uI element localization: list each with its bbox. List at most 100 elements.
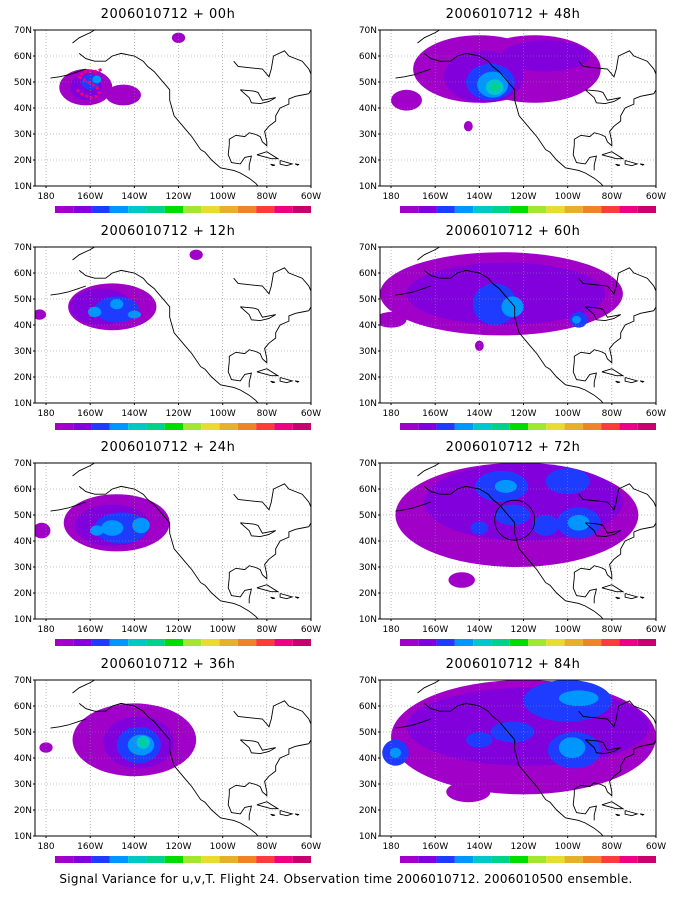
variance-contour [389, 747, 401, 758]
lat-tick-label: 40N [359, 537, 377, 547]
colorbar-swatch [619, 856, 638, 863]
colorbar-swatch [637, 423, 656, 430]
colorbar-swatch [237, 639, 257, 646]
colorbar: 1.62.23.145.16.37.591114212940 [400, 206, 656, 213]
lon-tick-label: 140W [466, 842, 492, 852]
colorbar-swatch [418, 639, 437, 646]
colorbar: 1.62.23.145.16.37.591114212940 [55, 423, 311, 430]
lat-tick-label: 40N [14, 537, 32, 547]
lon-tick-label: 80W [602, 192, 622, 202]
lat-tick-label: 10N [14, 615, 32, 625]
colorbar-swatch [601, 423, 620, 430]
lon-tick-label: 60W [301, 842, 321, 852]
colorbar-swatch [601, 856, 620, 863]
colorbar-swatch [292, 856, 311, 863]
map-panel: 2006010712 + 36h 10N 20N 30N 40N 50N 60N 70N 180… [0, 650, 336, 865]
variance-contour [494, 479, 517, 493]
lon-tick-label: 180 [382, 842, 399, 852]
lon-tick-label: 60W [646, 192, 666, 202]
lon-tick-label: 60W [301, 625, 321, 635]
lon-tick-label: 100W [555, 409, 581, 419]
colorbar-swatch [183, 206, 202, 213]
colorbar-swatch [146, 206, 165, 213]
lat-tick-label: 40N [14, 104, 32, 114]
variance-contour [127, 310, 141, 319]
lon-tick-label: 140W [121, 192, 147, 202]
colorbar-swatch [256, 639, 275, 646]
lon-tick-label: 120W [165, 409, 191, 419]
variance-contour [463, 121, 473, 132]
lon-tick-label: 100W [555, 625, 581, 635]
colorbar-swatch [509, 423, 528, 430]
lon-tick-label: 60W [301, 409, 321, 419]
colorbar-swatch [454, 639, 474, 646]
lat-tick-label: 10N [14, 182, 32, 192]
lon-tick-label: 140W [121, 842, 147, 852]
variance-contour [90, 525, 104, 536]
variance-contour [558, 690, 599, 706]
map-panel: 2006010712 + 12h 10N 20N 30N 40N 50N 60N 70N 180… [0, 217, 336, 432]
lat-tick-label: 50N [14, 295, 32, 305]
colorbar-swatch [201, 639, 220, 646]
lat-tick-label: 20N [359, 156, 377, 166]
variance-contour [171, 32, 186, 43]
coastlines [50, 30, 311, 186]
colorbar-swatch [219, 856, 238, 863]
lon-tick-label: 100W [555, 842, 581, 852]
panel-title: 2006010712 + 00h [100, 7, 236, 22]
colorbar-swatch [146, 423, 165, 430]
lon-tick-label: 80W [602, 409, 622, 419]
colorbar-swatch [109, 639, 129, 646]
variance-contour [474, 340, 484, 351]
colorbar-swatch [564, 639, 583, 646]
colorbar-swatch [109, 206, 129, 213]
colorbar-swatch [73, 639, 92, 646]
lon-tick-label: 80W [257, 409, 277, 419]
colorbar-swatch [128, 206, 147, 213]
map-panel: 2006010712 + 72h 10N 20N 30N 40N 50N 60N 70N 180… [345, 433, 681, 648]
variance-contour [558, 737, 586, 758]
lon-tick-label: 120W [165, 625, 191, 635]
variance-contour [466, 732, 493, 748]
lat-tick-label: 40N [359, 104, 377, 114]
variance-contour [35, 309, 47, 320]
lon-tick-label: 160W [422, 409, 448, 419]
map-panel: 2006010712 + 00h 10N 20N 30N 40N 50N 60N 70N 180… [0, 0, 336, 215]
lon-tick-label: 120W [165, 192, 191, 202]
colorbar-swatch [637, 856, 656, 863]
variance-contour [501, 296, 524, 318]
colorbar-swatch [237, 856, 257, 863]
colorbar-swatch [582, 206, 602, 213]
lon-tick-label: 180 [382, 625, 399, 635]
lat-tick-label: 30N [359, 130, 377, 140]
lat-tick-label: 60N [14, 702, 32, 712]
colorbar-swatch [164, 423, 183, 430]
colorbar-swatch [491, 206, 510, 213]
grid-lines [380, 247, 656, 403]
lat-tick-label: 40N [14, 754, 32, 764]
lat-tick-label: 60N [359, 485, 377, 495]
lon-tick-label: 60W [301, 192, 321, 202]
variance-contour [87, 306, 102, 318]
lon-tick-label: 100W [555, 192, 581, 202]
lon-tick-label: 140W [121, 625, 147, 635]
colorbar-swatch [546, 856, 565, 863]
variance-contour [92, 75, 102, 84]
lon-tick-label: 180 [37, 625, 54, 635]
lat-tick-label: 70N [14, 26, 32, 36]
lon-tick-label: 160W [77, 409, 103, 419]
panel-title: 2006010712 + 48h [445, 7, 581, 22]
colorbar-swatch [454, 206, 474, 213]
variance-contour [490, 83, 500, 92]
lat-tick-label: 30N [14, 130, 32, 140]
lon-tick-label: 80W [602, 842, 622, 852]
lat-tick-label: 60N [14, 52, 32, 62]
lat-tick-label: 70N [359, 459, 377, 469]
colorbar-swatch [219, 423, 238, 430]
variance-map: 10N 20N 30N 40N 50N 60N 70N 180 160W 140W 120W 100W… [359, 459, 666, 646]
colorbar-swatch [491, 423, 510, 430]
lon-tick-label: 80W [257, 842, 277, 852]
map-panel: 2006010712 + 84h 10N 20N 30N 40N 50N 60N 70N 180… [345, 650, 681, 865]
colorbar-swatch [418, 856, 437, 863]
lon-tick-label: 80W [257, 192, 277, 202]
